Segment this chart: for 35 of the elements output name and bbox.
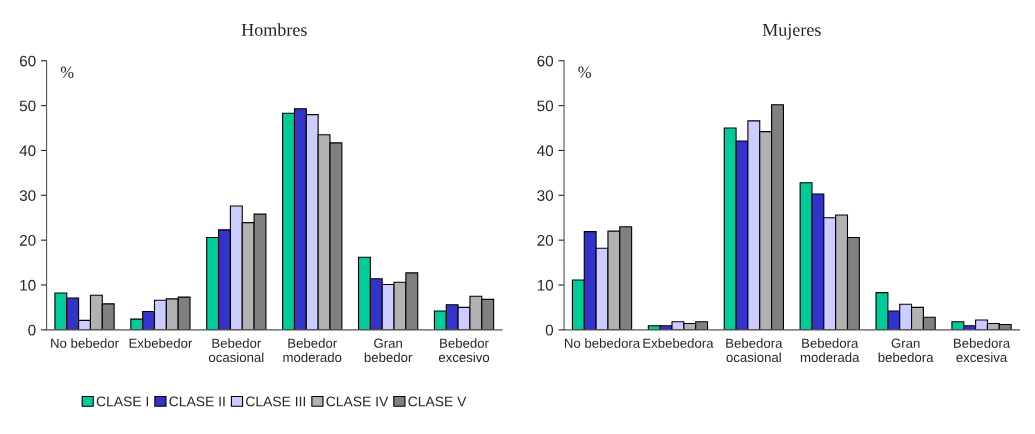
x-tick-label: Gran bebedora (878, 338, 934, 363)
x-tick-label: Bebedor excesivo (438, 338, 490, 363)
y-tick-label: 40 (19, 145, 36, 157)
y-axis-title: % (578, 66, 592, 78)
y-tick-label: 30 (537, 190, 554, 201)
x-tick-label: Bebedora excesiva (954, 338, 1011, 363)
y-tick-label: 50 (537, 100, 554, 112)
legend-label: CLASE II (169, 396, 225, 407)
y-axis-title: % (60, 66, 74, 78)
y-tick-label: 60 (19, 55, 36, 67)
x-tick-label: Bebedor ocasional (209, 338, 264, 363)
y-tick-label: 50 (19, 100, 36, 112)
chart-title: Hombres (241, 23, 307, 36)
x-tick-label: Bebedora moderada (800, 338, 860, 363)
legend-label: CLASE I (96, 396, 149, 407)
legend-label: CLASE V (408, 396, 467, 407)
x-tick-label: Gran bebedor (364, 338, 413, 363)
y-tick-label: 60 (537, 55, 554, 67)
y-tick-label: 0 (28, 324, 36, 336)
y-tick-label: 40 (537, 145, 554, 157)
y-tick-label: 10 (20, 279, 36, 291)
chart-title: Mujeres (762, 23, 821, 40)
x-tick-label: Exbebedor (129, 338, 193, 348)
x-tick-label: No bebedor (51, 338, 119, 348)
y-tick-label: 30 (19, 190, 36, 201)
y-tick-label: 20 (537, 235, 554, 246)
y-tick-label: 20 (19, 235, 36, 246)
x-tick-label: Bebedora ocasional (726, 338, 783, 363)
x-tick-label: No bebedora (564, 338, 641, 348)
y-tick-label: 0 (545, 324, 554, 336)
x-tick-label: Exbebedora (643, 338, 714, 348)
legend-label: CLASE IV (326, 396, 389, 407)
y-tick-label: 10 (537, 279, 554, 291)
legend-label: CLASE III (246, 396, 306, 407)
x-tick-label: Bebedor moderado (283, 338, 342, 363)
